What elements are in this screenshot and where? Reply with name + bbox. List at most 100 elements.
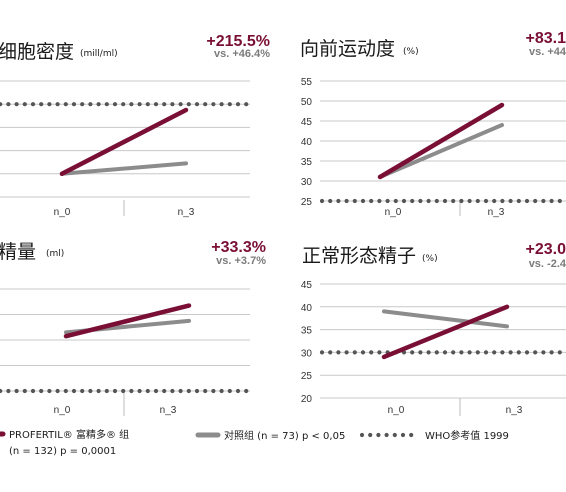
who-reference-dot bbox=[434, 198, 439, 204]
who-reference-dot bbox=[533, 350, 538, 355]
who-reference-dot bbox=[410, 350, 415, 355]
who-reference-dot bbox=[211, 388, 216, 394]
who-reference-dot bbox=[426, 350, 431, 355]
who-reference-line bbox=[319, 198, 566, 204]
panel-sperm-density: 细胞密度 (mill/ml) +215.5% vs. +46.4% n_0 n_3 bbox=[0, 33, 270, 218]
who-reference-dot bbox=[467, 350, 472, 355]
who-reference-dot bbox=[14, 102, 19, 107]
y-axis-ticks: 20 25 30 35 40 45 bbox=[301, 280, 313, 405]
who-reference-dot bbox=[319, 350, 325, 355]
who-reference-dot bbox=[410, 198, 415, 204]
gridlines bbox=[320, 283, 566, 399]
who-reference-dot bbox=[467, 198, 472, 204]
who-reference-dot bbox=[541, 350, 546, 355]
legend-swatch-who bbox=[359, 432, 414, 438]
panel-normal-morphology: 正常形态精子 (%) +23.0 vs. -2.4 20 25 30 35 40 45 n_… bbox=[301, 241, 566, 416]
who-reference-dot bbox=[112, 388, 118, 394]
y-tick-label: 40 bbox=[301, 303, 313, 314]
who-reference-dot bbox=[219, 102, 224, 107]
who-reference-dot bbox=[475, 198, 480, 204]
y-tick-label: 30 bbox=[301, 177, 313, 188]
who-reference-dot bbox=[459, 198, 464, 204]
who-reference-dot bbox=[516, 198, 521, 204]
who-reference-dot bbox=[63, 388, 68, 394]
who-reference-dot bbox=[178, 388, 183, 394]
who-reference-dot bbox=[14, 388, 19, 394]
who-reference-dot bbox=[96, 388, 101, 394]
control-series-line bbox=[378, 123, 504, 179]
panel-title: 精量 (ml) bbox=[0, 241, 64, 263]
who-reference-dot bbox=[112, 102, 118, 107]
who-reference-dot bbox=[88, 102, 93, 107]
who-reference-dot bbox=[227, 388, 232, 394]
who-reference-dot bbox=[336, 350, 341, 355]
who-reference-dot bbox=[244, 388, 249, 394]
who-reference-dot bbox=[22, 102, 27, 107]
legend-who-dot bbox=[376, 432, 381, 438]
who-reference-dot bbox=[39, 102, 44, 107]
who-reference-dot bbox=[96, 102, 101, 107]
y-tick-label: 35 bbox=[301, 326, 313, 337]
who-reference-dot bbox=[244, 102, 249, 107]
legend-who-dot bbox=[384, 432, 389, 438]
who-reference-dot bbox=[385, 198, 390, 204]
who-reference-dot bbox=[352, 350, 357, 355]
who-reference-dot bbox=[426, 198, 431, 204]
who-reference-dot bbox=[508, 350, 513, 355]
who-reference-line bbox=[0, 102, 249, 107]
y-tick-label: 35 bbox=[301, 157, 313, 168]
who-reference-dot bbox=[442, 198, 448, 204]
who-reference-dot bbox=[508, 198, 513, 204]
who-reference-dot bbox=[47, 102, 52, 107]
who-reference-dot bbox=[194, 102, 200, 107]
who-reference-dot bbox=[129, 388, 134, 394]
who-reference-dot bbox=[393, 198, 398, 204]
who-reference-dot bbox=[500, 198, 505, 204]
who-reference-dot bbox=[47, 388, 52, 394]
who-reference-dot bbox=[71, 388, 77, 394]
who-reference-dot bbox=[129, 102, 134, 107]
who-reference-dot bbox=[170, 102, 175, 107]
who-reference-dot bbox=[451, 198, 456, 204]
who-reference-dot bbox=[104, 102, 109, 107]
who-reference-line bbox=[319, 350, 566, 355]
y-tick-label: 45 bbox=[301, 117, 313, 128]
who-reference-dot bbox=[483, 198, 489, 204]
change-comparison: vs. +44 bbox=[529, 46, 566, 58]
x-tick-label: n_0 bbox=[54, 207, 71, 218]
who-reference-dot bbox=[336, 198, 341, 204]
who-reference-dot bbox=[235, 102, 241, 107]
who-reference-dot bbox=[344, 198, 349, 204]
who-reference-dot bbox=[516, 350, 521, 355]
who-reference-dot bbox=[39, 388, 44, 394]
change-value: +33.3% bbox=[211, 239, 266, 256]
control-series-line bbox=[60, 161, 188, 176]
legend-label-control: 对照组 (n = 73) p < 0,05 bbox=[224, 429, 345, 442]
legend-item-profertil: PROFERTIL® 富精多® 组 (n = 132) p = 0,0001 bbox=[0, 428, 129, 457]
legend-item-control: 对照组 (n = 73) p < 0,05 bbox=[195, 429, 345, 442]
who-reference-dot bbox=[492, 350, 497, 355]
who-reference-dot bbox=[360, 350, 366, 355]
who-reference-dot bbox=[328, 198, 333, 204]
legend-who-dot bbox=[409, 432, 414, 438]
profertil-series-line bbox=[377, 102, 505, 180]
who-reference-dot bbox=[170, 388, 175, 394]
who-reference-dot bbox=[219, 388, 224, 394]
legend-who-dot bbox=[400, 432, 406, 438]
who-reference-dot bbox=[137, 102, 142, 107]
y-tick-label: 55 bbox=[301, 77, 313, 88]
who-reference-dot bbox=[203, 388, 208, 394]
who-reference-dot bbox=[549, 350, 554, 355]
who-reference-dot bbox=[145, 102, 150, 107]
who-reference-dot bbox=[533, 198, 538, 204]
x-tick-label: n_0 bbox=[388, 405, 405, 416]
gridlines bbox=[0, 288, 250, 392]
legend-who-dot bbox=[359, 432, 365, 438]
y-tick-label: 45 bbox=[301, 280, 313, 291]
who-reference-dot bbox=[203, 102, 208, 107]
profertil-series-line bbox=[59, 107, 189, 177]
who-reference-dot bbox=[235, 388, 241, 394]
change-value: +23.0 bbox=[526, 241, 566, 258]
x-tick-label: n_3 bbox=[178, 207, 195, 218]
